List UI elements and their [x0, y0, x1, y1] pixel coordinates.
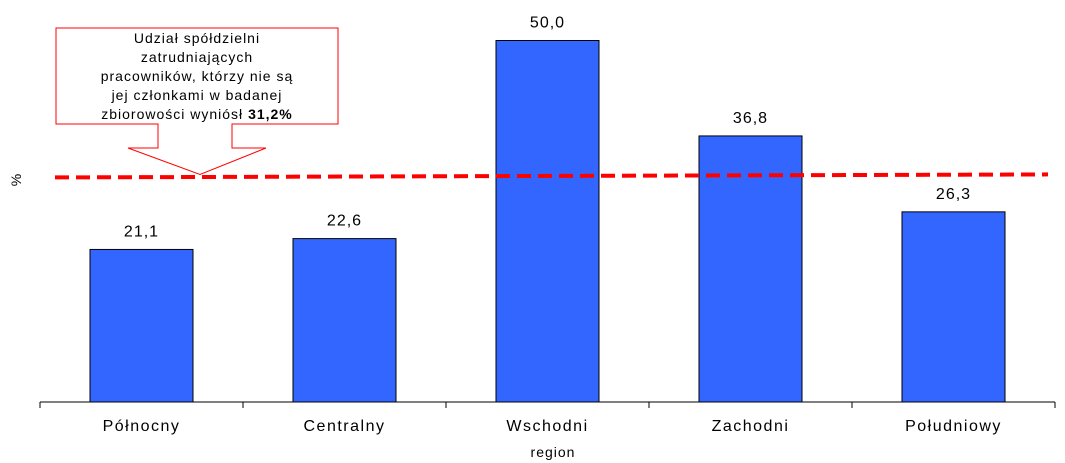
x-tick-label-2: Wschodni	[506, 418, 588, 435]
callout-line-4: jej członkami w badanej	[111, 86, 283, 103]
bar-4	[901, 211, 1006, 403]
bars-group	[89, 40, 1006, 403]
bar-3	[698, 135, 803, 403]
callout-outline	[55, 27, 339, 175]
callout-line-2: zatrudniających	[140, 48, 254, 65]
x-tick-label-1: Centralny	[304, 418, 386, 435]
bar-0	[89, 248, 194, 403]
value-label-2: 50,0	[530, 15, 565, 32]
x-axis-title: region	[531, 444, 576, 460]
callout-line-3: pracowników, którzy nie są	[100, 67, 294, 84]
average-callout: Udział spółdzielni zatrudniających praco…	[56, 28, 338, 124]
value-label-3: 36,8	[733, 110, 768, 127]
bar-2	[495, 40, 600, 403]
x-tick-label-0: Północny	[103, 418, 181, 435]
x-axis	[39, 401, 1056, 408]
value-label-1: 22,6	[327, 213, 362, 230]
value-label-4: 26,3	[936, 186, 971, 203]
x-tick-labels-group: Północny Centralny Wschodni Zachodni Południ…	[103, 418, 1002, 435]
callout-line-5-text: zbiorowości wyniósł	[101, 105, 249, 122]
x-tick-label-3: Zachodni	[712, 418, 790, 435]
callout-line-1: Udział spółdzielni	[133, 29, 261, 46]
average-reference-line	[54, 172, 1049, 180]
value-labels-group: 21,1 22,6 50,0 36,8 26,3	[124, 15, 971, 241]
value-label-0: 21,1	[124, 223, 159, 240]
callout-line-5: zbiorowości wyniósł 31,2%	[56, 105, 338, 124]
y-axis-title: %	[8, 173, 24, 187]
callout-value: 31,2%	[248, 105, 293, 122]
x-tick-label-4: Południowy	[905, 418, 1002, 435]
callout-arrow-shape	[55, 27, 339, 175]
bar-1	[292, 238, 397, 403]
